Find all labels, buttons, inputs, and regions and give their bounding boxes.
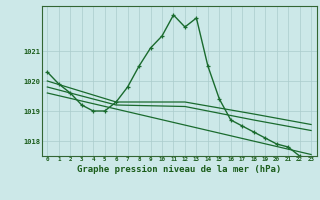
X-axis label: Graphe pression niveau de la mer (hPa): Graphe pression niveau de la mer (hPa) bbox=[77, 165, 281, 174]
